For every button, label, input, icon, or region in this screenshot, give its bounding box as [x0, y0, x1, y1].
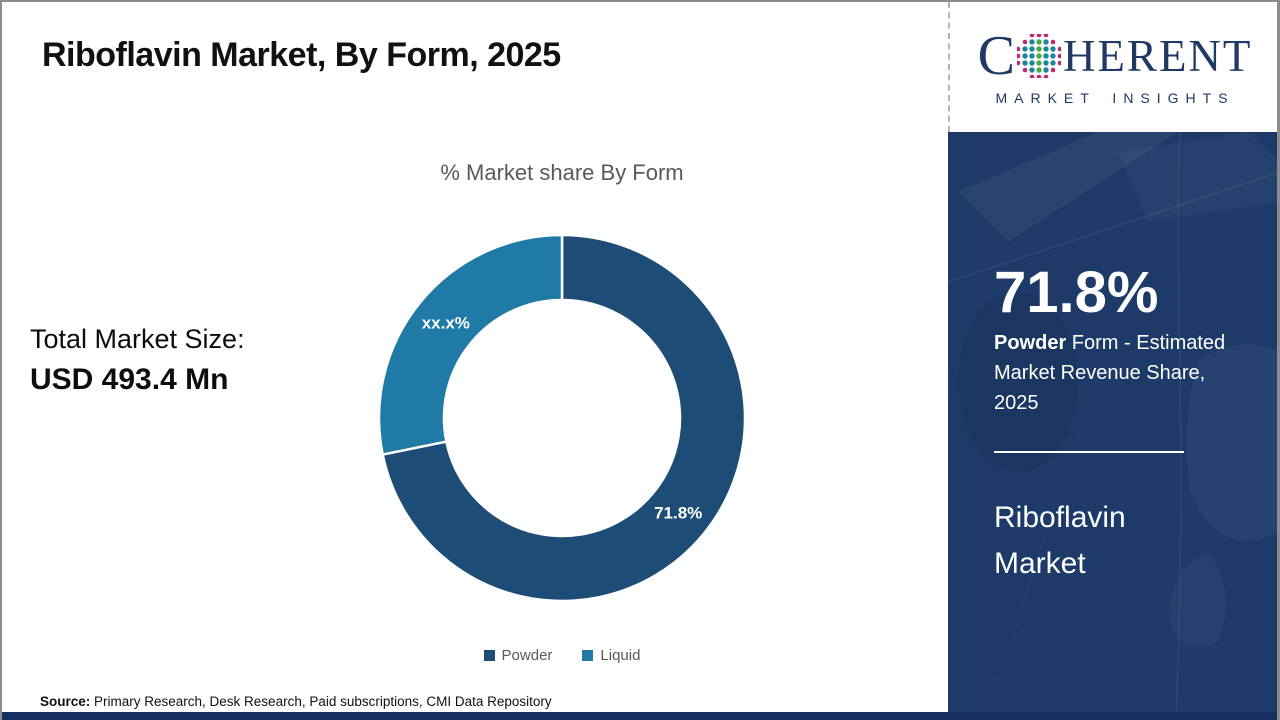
world-map-texture: [948, 132, 1277, 714]
market-name: Riboflavin Market: [994, 501, 1126, 580]
sidebar-content: 71.8% Powder Form - Estimated Market Rev…: [948, 132, 1277, 587]
slice-label-liquid: xx.x%: [422, 314, 470, 333]
highlight-stat-description: Powder Form - Estimated Market Revenue S…: [994, 328, 1228, 418]
source-text: Primary Research, Desk Research, Paid su…: [90, 694, 552, 709]
brand-wordmark: C HERENT: [978, 28, 1253, 84]
brand-letter-c: C: [977, 25, 1015, 87]
source-line: Source: Primary Research, Desk Research,…: [40, 694, 552, 709]
legend-swatch-liquid: [582, 650, 594, 661]
legend-item-liquid: Liquid: [582, 647, 640, 664]
donut-slice-powder: [381, 233, 747, 603]
page-title: Riboflavin Market, By Form, 2025: [42, 36, 561, 74]
brand-letters-rest: HERENT: [1062, 30, 1253, 81]
slice-label-powder: 71.8%: [654, 503, 702, 522]
legend-label-liquid: Liquid: [600, 647, 641, 664]
brand-tagline: MARKET INSIGHTS: [995, 90, 1235, 106]
donut-slice-liquid: [377, 233, 564, 457]
globe-dots-icon: [1016, 34, 1061, 78]
stat-description-rest: Form - Estimated Market Revenue Share, 2…: [994, 332, 1226, 414]
source-label: Source:: [40, 694, 91, 709]
bottom-accent-bar: [2, 712, 1277, 720]
highlight-stat-value: 71.8%: [994, 260, 1159, 325]
chart-legend: Powder Liquid: [282, 647, 842, 664]
sidebar-divider: [994, 451, 1184, 453]
legend-swatch-powder: [483, 650, 495, 661]
stat-segment-name: Powder: [994, 332, 1067, 354]
chart-title: % Market share By Form: [440, 160, 684, 185]
total-market-size-block: Total Market Size: USD 493.4 Mn: [30, 324, 245, 397]
legend-label-powder: Powder: [501, 647, 553, 664]
donut-chart: 71.8% xx.x%: [377, 233, 747, 603]
legend-item-powder: Powder: [483, 647, 553, 664]
brand-logo: C HERENT MARKET INSIGHTS: [948, 2, 1277, 132]
total-market-size-value: USD 493.4 Mn: [30, 363, 229, 396]
total-market-size-label: Total Market Size:: [30, 324, 245, 354]
highlight-sidebar: 71.8% Powder Form - Estimated Market Rev…: [948, 132, 1277, 714]
